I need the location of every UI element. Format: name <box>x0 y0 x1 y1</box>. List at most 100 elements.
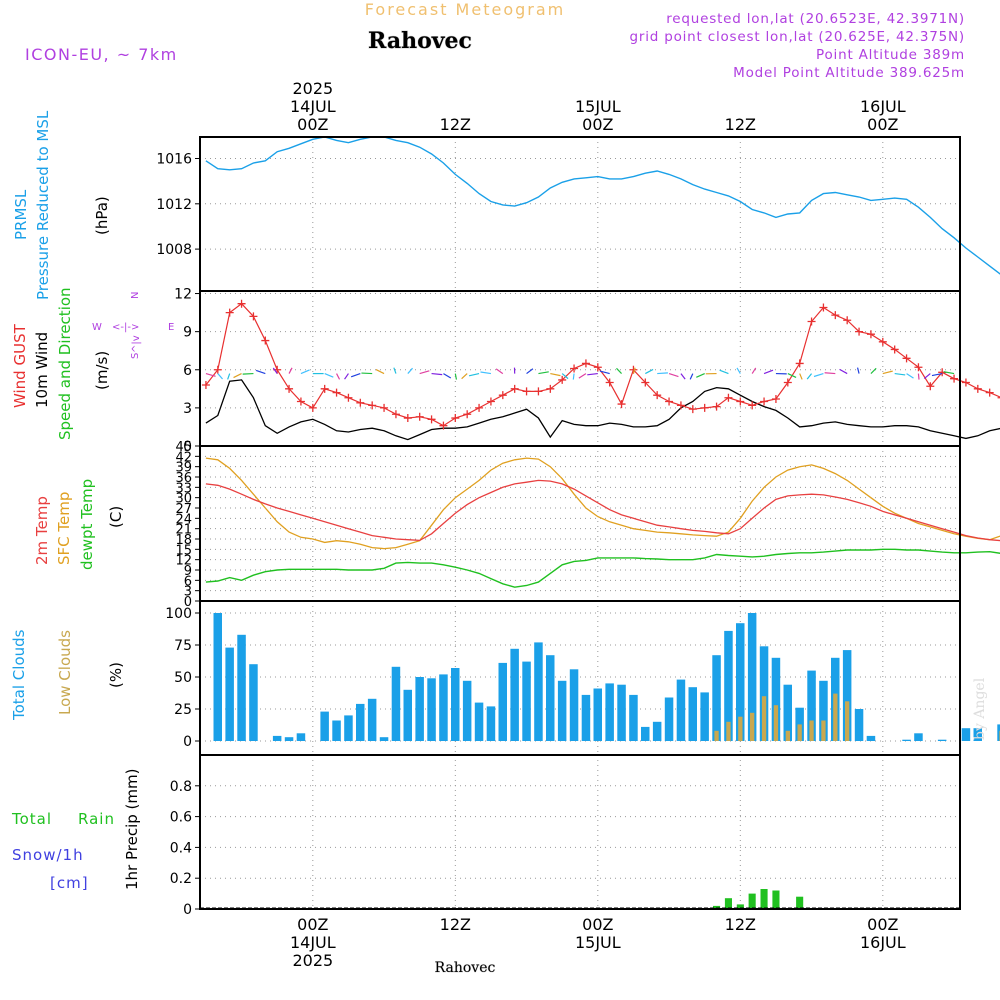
top-time-label: 12Z <box>725 115 756 134</box>
bottom-time-label: 00Z <box>297 915 328 934</box>
gust-marker <box>581 359 590 368</box>
wind-direction-arrow <box>468 372 480 377</box>
gust-marker <box>712 402 721 411</box>
wind-unit: (m/s) <box>93 351 111 390</box>
bottom-time-label: 14JUL <box>290 933 336 952</box>
total-cloud-bar <box>617 684 626 741</box>
temp-ytick: 6 <box>184 574 192 589</box>
gust-marker <box>736 397 745 406</box>
pressure-panel-frame <box>199 136 961 292</box>
low-cloud-bar <box>797 724 802 741</box>
gust-marker <box>261 336 270 345</box>
cloud-unit: (%) <box>107 662 125 688</box>
footer-location: Rahovec <box>435 960 496 976</box>
wind-direction-arrow <box>657 372 668 375</box>
gust-marker <box>415 412 424 421</box>
temp-label-2m: 2m Temp <box>33 496 51 565</box>
wind-direction-arrow <box>806 373 813 380</box>
wind-direction-arrow <box>839 368 848 375</box>
total-cloud-bar <box>866 735 876 741</box>
total-cloud-bar <box>391 666 401 741</box>
wind-direction-arrow <box>454 373 458 380</box>
gust-marker <box>890 345 899 354</box>
gust-marker <box>866 330 875 339</box>
precip-panel-frame <box>199 754 961 910</box>
temp-unit: (C) <box>107 506 125 528</box>
wind-direction-arrow <box>696 373 705 378</box>
wind-direction-arrow <box>526 368 534 375</box>
total-cloud-bar <box>700 692 709 741</box>
gust-marker <box>665 397 674 406</box>
gust-marker <box>748 401 757 410</box>
total-cloud-bar <box>474 702 484 741</box>
bottom-time-label: 2025 <box>292 951 333 970</box>
wind-direction-arrow <box>431 372 443 376</box>
wind-direction-arrow <box>288 367 293 374</box>
precip-ytick: 0.2 <box>170 871 192 887</box>
gust-marker <box>427 415 436 424</box>
wind-direction-arrow <box>943 371 955 375</box>
top-time-label: 2025 <box>292 79 333 98</box>
gust-marker <box>688 405 697 414</box>
wind-panel-frame <box>199 290 961 447</box>
bottom-time-label: 00Z <box>867 915 898 934</box>
wind-direction-arrow <box>870 367 877 375</box>
wind-direction-arrow <box>751 367 757 374</box>
low-cloud-bar <box>845 701 850 741</box>
wind-direction-arrow <box>572 373 575 380</box>
compass-n: N <box>130 292 141 299</box>
total-cloud-bar <box>379 737 389 741</box>
gust-marker <box>368 401 377 410</box>
total-cloud-bar <box>415 677 424 741</box>
total-cloud-bar <box>225 647 234 741</box>
wind-direction-arrow <box>375 369 385 375</box>
wind-labels: Wind GUST 10m Wind Speed and Direction (… <box>11 287 174 440</box>
total-cloud-bar <box>747 613 757 741</box>
gust-marker <box>985 388 994 397</box>
gust-marker <box>546 384 555 393</box>
total-cloud-bar <box>973 728 982 741</box>
wind-direction-arrow <box>443 373 452 379</box>
total-cloud-bar <box>902 739 911 741</box>
total-cloud-bar <box>593 688 602 741</box>
wind-direction-arrow <box>689 373 694 380</box>
wind-direction-arrow <box>324 373 334 378</box>
gust-marker <box>926 382 935 391</box>
top-time-label: 00Z <box>582 115 613 134</box>
compass-arrow-v: ^|v <box>131 335 142 353</box>
clouds-ytick: 0 <box>183 734 192 750</box>
wind-direction-arrow <box>255 369 266 375</box>
wind-direction-arrow <box>227 373 231 380</box>
total-cloud-bar <box>296 733 306 741</box>
gust-marker <box>997 397 1000 399</box>
wind-direction-arrow <box>242 372 254 375</box>
pressure-labels: PRMSL Pressure Reduced to MSL (hPa) <box>12 110 111 300</box>
wind-direction-arrow <box>906 373 914 379</box>
compass-arrow-h: <-|-> <box>112 322 139 333</box>
temp-ytick: 21 <box>175 523 192 538</box>
cloud-label-total: Total Clouds <box>10 629 28 721</box>
wind-direction-arrow <box>578 373 587 379</box>
wind-direction-arrow <box>272 367 278 374</box>
gust-marker <box>463 410 472 419</box>
gust-marker <box>249 312 258 321</box>
pressure-ytick: 1016 <box>156 152 192 168</box>
gust-marker <box>344 393 353 402</box>
total-cloud-bar <box>486 706 496 741</box>
total-cloud-bar <box>272 735 282 741</box>
total-cloud-bar <box>807 670 816 741</box>
rain-bar <box>748 893 756 909</box>
top-time-label: 00Z <box>867 115 898 134</box>
total-cloud-bar <box>284 737 294 741</box>
wind-direction-arrow <box>668 373 679 378</box>
gust-marker <box>391 410 400 419</box>
total-cloud-bar <box>759 646 769 741</box>
gust-marker <box>795 359 804 368</box>
gust-marker <box>605 378 614 387</box>
total-cloud-bar <box>451 668 460 741</box>
model-label: ICON-EU, ~ 7km <box>25 45 178 64</box>
total-cloud-bar <box>842 650 852 741</box>
wind-ytick: 3 <box>183 401 192 417</box>
total-cloud-bar <box>736 623 745 741</box>
wind-direction-arrow <box>632 367 636 374</box>
